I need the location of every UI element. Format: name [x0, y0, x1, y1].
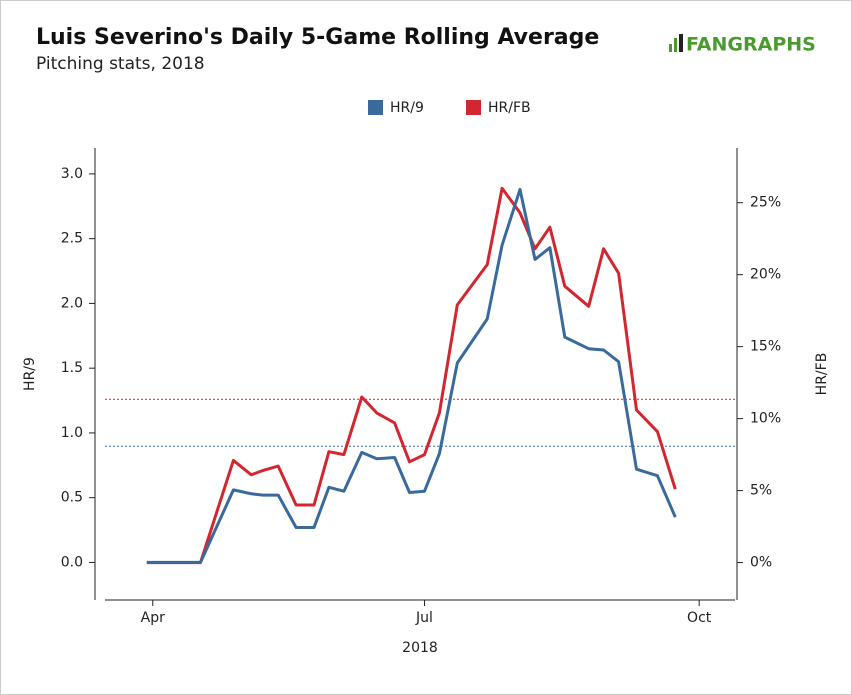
- legend-swatch: [466, 100, 481, 115]
- y2-tick-label: 10%: [750, 411, 781, 427]
- y-tick-label: 1.0: [61, 425, 83, 441]
- y2-tick-label: 20%: [750, 267, 781, 283]
- series-line: [146, 187, 677, 564]
- chart-subtitle: Pitching stats, 2018: [36, 54, 205, 74]
- legend-label: HR/FB: [488, 100, 531, 116]
- logo-icon: [669, 34, 683, 52]
- y-tick-label: 3.0: [61, 166, 83, 182]
- y-tick-label: 2.5: [61, 231, 83, 247]
- y2-tick-label: 25%: [750, 195, 781, 211]
- series-line: [146, 186, 677, 565]
- y-tick-label: 0.0: [61, 554, 83, 570]
- legend-label: HR/9: [390, 100, 424, 116]
- x-tick-label: Apr: [141, 610, 165, 626]
- legend-swatch: [368, 100, 383, 115]
- y2-tick-label: 0%: [750, 555, 772, 571]
- y-tick-label: 2.0: [61, 295, 83, 311]
- x-tick-label: Oct: [687, 610, 712, 626]
- y2-axis-label: HR/FB: [814, 353, 830, 396]
- y-tick-label: 0.5: [61, 490, 83, 506]
- x-tick-label: Jul: [415, 610, 433, 626]
- y2-tick-label: 5%: [750, 483, 772, 499]
- y2-tick-label: 15%: [750, 339, 781, 355]
- brand: FANGRAPHS: [686, 34, 816, 56]
- x-axis-label: 2018: [402, 640, 438, 656]
- y-tick-label: 1.5: [61, 360, 83, 376]
- chart-title: Luis Severino's Daily 5-Game Rolling Ave…: [36, 25, 599, 50]
- y-axis-label: HR/9: [22, 357, 38, 391]
